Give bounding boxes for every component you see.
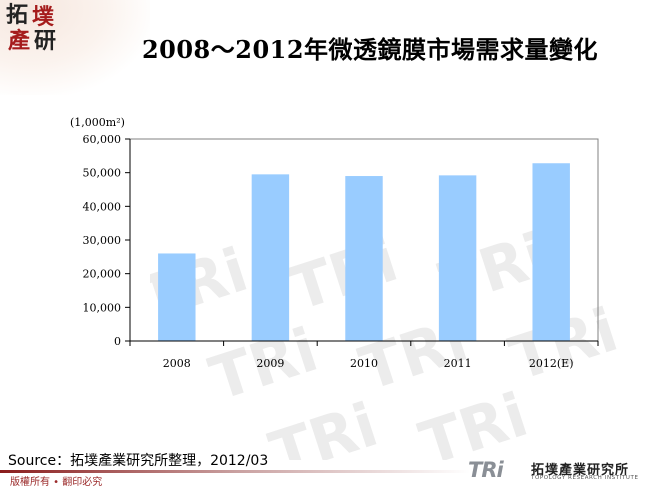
- page-title: 2008～2012年微透鏡膜市場需求量變化: [141, 35, 599, 64]
- bar: [158, 253, 196, 341]
- footer-divider: [0, 470, 470, 473]
- logo-char: 拓: [6, 2, 29, 28]
- brand-mark: TRi: [468, 458, 504, 482]
- y-axis-unit-label: (1,000m²): [70, 116, 125, 129]
- x-tick-label: 2008: [163, 357, 191, 370]
- corner-decoration: [0, 0, 150, 95]
- brand-name-en: TOPOLOGY RESEARCH INSTITUTE: [531, 475, 639, 481]
- logo-char: 研: [34, 28, 57, 54]
- x-tick-label: 2011: [444, 357, 472, 370]
- logo-char: 墣: [32, 4, 55, 30]
- y-tick-label: 40,000: [83, 200, 122, 213]
- y-tick-label: 10,000: [83, 301, 122, 314]
- brand-name-cn: 拓墣產業研究所: [531, 463, 630, 478]
- x-tick-label: 2012(E): [529, 357, 574, 370]
- y-tick-label: 60,000: [83, 133, 122, 146]
- brand-logo: TRi 拓墣產業研究所 TOPOLOGY RESEARCH INSTITUTE: [468, 458, 646, 484]
- bar: [532, 163, 570, 341]
- bar: [345, 176, 383, 341]
- logo-char: 產: [8, 28, 31, 54]
- x-tick-label: 2009: [256, 357, 284, 370]
- y-tick-label: 30,000: [83, 234, 122, 247]
- plot-area: 0 10,000 20,000 30,000 40,000 50,000 60,000 200…: [83, 133, 599, 370]
- copyright-text: 版權所有 • 翻印必究: [10, 477, 103, 488]
- y-tick-label: 20,000: [83, 268, 122, 281]
- bar: [438, 175, 477, 341]
- y-tick-label: 50,000: [83, 167, 122, 180]
- x-tick-label: 2010: [350, 357, 378, 370]
- bar: [251, 174, 290, 341]
- source-note: Source：拓墣產業研究所整理，2012/03: [8, 453, 269, 469]
- y-tick-label: 0: [114, 335, 121, 348]
- logo: 拓 墣 產 研: [6, 4, 66, 56]
